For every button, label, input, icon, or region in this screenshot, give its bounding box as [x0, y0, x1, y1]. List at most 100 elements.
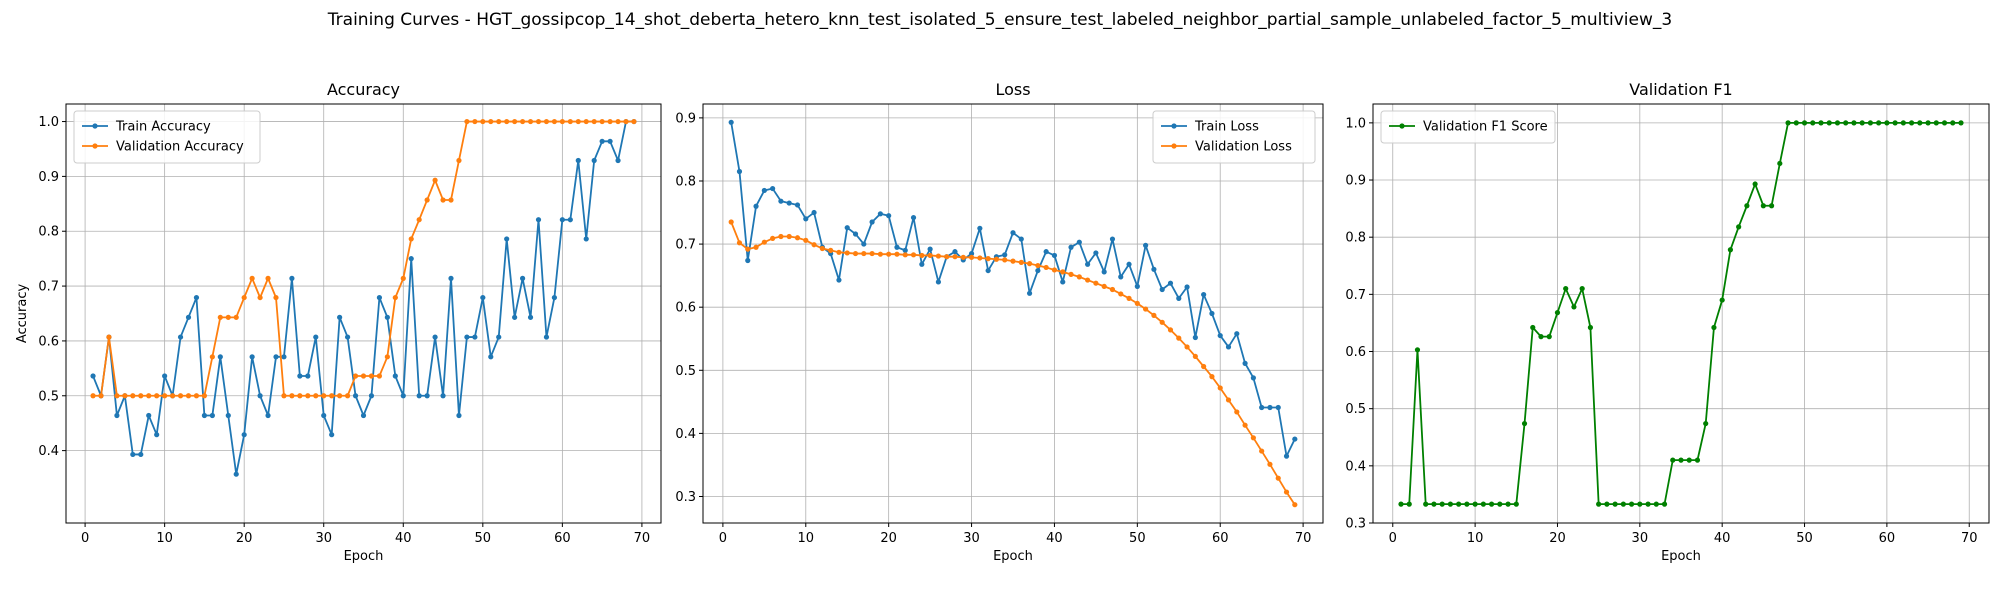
data-point: [313, 393, 319, 399]
data-point: [177, 334, 184, 340]
data-point: [281, 393, 287, 399]
data-point: [1176, 295, 1182, 301]
data-point: [265, 412, 271, 419]
data-point: [98, 393, 104, 399]
data-point: [273, 294, 279, 301]
x-tick-label: 70: [1961, 531, 1978, 546]
y-tick-label: 0.5: [38, 389, 59, 404]
data-point: [1785, 120, 1791, 126]
data-point: [935, 253, 942, 259]
data-point: [761, 239, 767, 245]
data-point: [122, 393, 128, 399]
data-point: [551, 294, 558, 301]
data-point: [960, 254, 966, 260]
data-point: [836, 277, 842, 283]
data-point: [527, 314, 534, 320]
data-point: [1126, 295, 1132, 301]
data-point: [1259, 404, 1265, 411]
data-point: [567, 217, 573, 223]
data-point: [728, 119, 734, 125]
data-point: [114, 393, 120, 399]
data-point: [1612, 501, 1618, 507]
y-tick-label: 0.9: [38, 170, 59, 185]
axes-frame: [65, 103, 662, 524]
data-point: [376, 294, 383, 301]
data-point: [1801, 120, 1808, 126]
data-point: [201, 393, 208, 399]
data-point: [1546, 334, 1552, 340]
chart-title: Loss: [995, 80, 1030, 99]
data-point: [177, 393, 184, 399]
data-point: [1661, 501, 1668, 507]
data-point: [1283, 453, 1290, 459]
y-tick-label: 0.4: [38, 444, 59, 459]
data-point: [770, 235, 776, 242]
data-point: [1109, 236, 1116, 242]
x-tick-label: 20: [236, 531, 253, 546]
data-point: [728, 219, 734, 225]
data-point: [1933, 120, 1939, 126]
data-point: [575, 157, 581, 164]
x-tick-label: 60: [1879, 531, 1896, 546]
data-point: [376, 373, 383, 379]
data-point: [400, 393, 406, 399]
data-point: [321, 393, 327, 399]
data-point: [368, 393, 375, 399]
data-point: [583, 118, 589, 125]
data-point: [1043, 264, 1049, 271]
data-point: [1876, 120, 1882, 126]
data-point: [968, 254, 975, 260]
data-point: [384, 354, 390, 360]
data-point: [1793, 120, 1799, 126]
x-tick-label: 30: [963, 531, 980, 546]
data-point: [225, 314, 231, 320]
data-point: [828, 247, 834, 253]
data-point: [313, 334, 319, 340]
data-point: [1505, 501, 1511, 507]
data-point: [106, 334, 112, 340]
data-point: [1645, 501, 1651, 507]
figure-title: Training Curves - HGT_gossipcop_14_shot_…: [327, 10, 1673, 30]
data-point: [944, 254, 950, 260]
data-point: [90, 393, 96, 399]
y-tick-label: 0.5: [1345, 402, 1366, 417]
data-point: [852, 231, 859, 237]
data-point: [803, 237, 809, 243]
data-point: [249, 275, 255, 282]
data-point: [1010, 230, 1016, 236]
x-tick-label: 10: [1467, 531, 1484, 546]
data-point: [1192, 334, 1198, 341]
data-point: [193, 393, 200, 399]
data-point: [1843, 120, 1849, 126]
data-point: [778, 198, 784, 204]
data-point: [1126, 261, 1132, 267]
data-point: [615, 118, 621, 125]
data-point: [241, 432, 247, 438]
data-point: [1637, 501, 1643, 507]
data-point: [456, 412, 462, 419]
x-tick-label: 20: [1549, 531, 1566, 546]
data-point: [1670, 457, 1676, 463]
axes-frame: [702, 103, 1324, 524]
data-point: [615, 157, 621, 164]
data-point: [1538, 334, 1544, 340]
data-point: [886, 251, 892, 257]
data-point: [1242, 360, 1248, 366]
data-point: [352, 393, 359, 399]
data-point: [424, 197, 430, 203]
data-point: [1018, 259, 1024, 265]
y-tick-label: 0.8: [1345, 231, 1366, 246]
data-point: [456, 157, 462, 164]
data-point: [952, 249, 958, 255]
data-point: [844, 250, 850, 256]
data-point: [1818, 120, 1824, 126]
legend-label: Validation F1 Score: [1423, 120, 1548, 135]
data-point: [794, 235, 801, 241]
data-point: [209, 412, 215, 419]
data-point: [360, 373, 367, 379]
data-point: [448, 275, 454, 282]
data-point: [1447, 501, 1454, 507]
chart-title: Validation F1: [1629, 80, 1732, 99]
data-point: [504, 236, 510, 242]
data-point: [217, 314, 223, 320]
